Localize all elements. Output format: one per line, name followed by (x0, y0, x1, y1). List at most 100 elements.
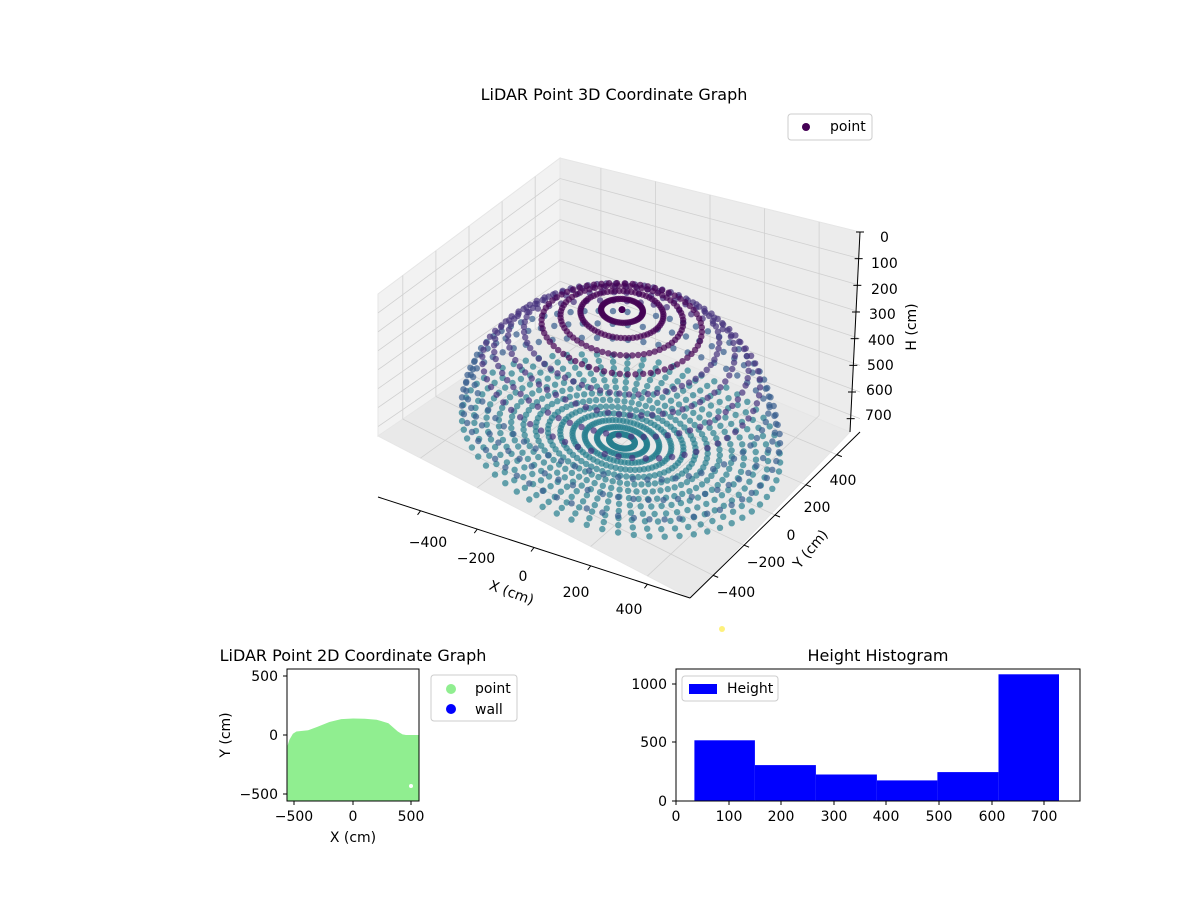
data-point (622, 378, 630, 386)
data-point (578, 423, 585, 431)
data-point (764, 384, 771, 392)
data-point (544, 409, 552, 416)
data-point (611, 351, 618, 358)
data-point (750, 407, 757, 415)
data-point (773, 477, 780, 484)
data-point (756, 501, 764, 508)
data-point (741, 485, 748, 492)
data-point (468, 428, 476, 436)
data-point (695, 303, 703, 310)
data-point (615, 432, 622, 439)
data-point (714, 414, 722, 421)
data-point (734, 396, 742, 403)
data-point (616, 486, 623, 493)
data-point (640, 338, 647, 346)
data-point (493, 460, 500, 468)
data-point (773, 457, 780, 465)
data-point (611, 377, 619, 385)
data-point (612, 464, 619, 471)
data-point (561, 474, 568, 481)
data-point (729, 508, 737, 515)
data-point (664, 432, 671, 439)
data-point (654, 495, 661, 502)
legend-histogram-swatch (689, 684, 717, 694)
data-point (688, 350, 695, 358)
grid-line-floor-x (647, 415, 820, 577)
data-point (563, 483, 571, 490)
data-point (562, 465, 569, 472)
histogram-ticks (672, 683, 1045, 805)
data-point (714, 440, 721, 447)
data-point (606, 491, 613, 498)
data-point (547, 483, 554, 490)
data-point (510, 383, 517, 391)
z-tick-label: 200 (871, 282, 898, 298)
data-point (526, 442, 533, 450)
data-point (535, 437, 542, 444)
data-point (505, 326, 513, 333)
data-point (508, 413, 516, 420)
data-point (632, 407, 640, 414)
data-point (739, 496, 746, 503)
data-point (608, 403, 616, 410)
data-point (483, 421, 490, 428)
data-point (550, 456, 557, 464)
legend-2d-label-wall: wall (475, 702, 503, 718)
data-point (657, 487, 664, 494)
data-point (591, 501, 598, 509)
x-axis-label: X (cm) (330, 830, 376, 846)
data-point (722, 414, 729, 421)
x-tick-label: 700 (1031, 809, 1058, 825)
x-tick-label: −500 (275, 809, 313, 825)
data-point (614, 282, 622, 289)
data-point (560, 350, 567, 358)
data-point (606, 389, 613, 396)
data-point (628, 433, 635, 440)
x-tick (473, 528, 478, 534)
y-tick-label: 500 (251, 669, 278, 685)
data-point (640, 370, 647, 377)
data-point (642, 402, 649, 410)
x-tick-label: 300 (821, 809, 848, 825)
x-tick-label: −400 (409, 535, 447, 551)
data-point (609, 307, 617, 315)
data-point (719, 321, 727, 328)
data-point (631, 481, 638, 488)
data-point (500, 399, 507, 406)
data-point (651, 510, 658, 518)
data-point (526, 381, 534, 388)
data-point (529, 315, 536, 323)
data-point (520, 305, 527, 313)
data-point (537, 477, 545, 484)
data-point (624, 487, 632, 494)
data-point (724, 327, 731, 334)
data-point (726, 372, 733, 379)
z-tick-label: 100 (871, 256, 898, 272)
data-point (601, 377, 608, 384)
data-point (649, 287, 656, 295)
data-point (570, 298, 577, 306)
data-point (569, 482, 577, 489)
data-point (626, 405, 634, 412)
data-point (701, 419, 709, 426)
data-point (594, 495, 601, 502)
data-point (747, 442, 754, 449)
data-point (519, 449, 526, 456)
data-point (727, 441, 734, 448)
data-point (716, 506, 724, 513)
data-point (599, 525, 606, 533)
data-point (718, 492, 726, 499)
data-point (533, 432, 540, 440)
data-point (642, 455, 649, 462)
data-point (635, 400, 642, 408)
data-point (631, 466, 639, 474)
data-point (529, 470, 536, 478)
data-point (521, 431, 528, 439)
data-point (491, 471, 499, 478)
data-point (578, 351, 585, 358)
data-point (545, 473, 553, 480)
data-point (720, 513, 727, 520)
data-point (479, 360, 486, 368)
data-point (766, 423, 773, 430)
data-point (691, 421, 698, 429)
